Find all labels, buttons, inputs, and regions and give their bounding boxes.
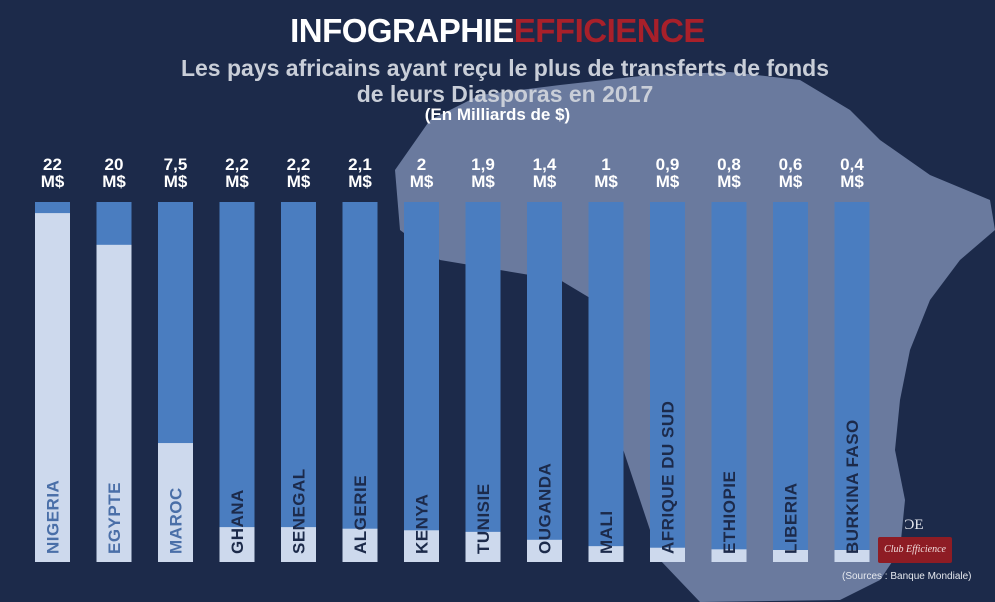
bar-value-label: M$	[840, 172, 864, 191]
bar-track	[650, 202, 685, 562]
bar-value-label: 2,1	[348, 155, 372, 174]
bar	[35, 213, 70, 562]
bar	[465, 531, 501, 562]
bar-track	[588, 202, 624, 562]
subtitle-line-2: de leurs Diasporas en 2017	[356, 81, 654, 107]
category-label: LIBERIA	[782, 483, 801, 555]
bar-value-label: 1,9	[471, 155, 495, 174]
bar-track	[465, 202, 501, 562]
bar-group: 2,2M$ GHANA	[219, 155, 255, 562]
bar	[342, 528, 378, 562]
bar	[834, 550, 870, 562]
bar-value-label: 2,2	[225, 155, 249, 174]
subtitle-line-1: Les pays africains ayant reçu le plus de…	[180, 55, 830, 81]
bar-value-label: 1	[601, 155, 610, 174]
bar-value-label: M$	[410, 172, 434, 191]
bar-group: 0,9M$ AFRIQUE DU SUD	[650, 155, 685, 562]
category-label: GHANA	[228, 489, 247, 554]
bar-value-label: 0,9	[656, 155, 680, 174]
bar-group: 7,5M$ MAROC	[158, 155, 193, 562]
bar-value-label: M$	[102, 172, 126, 191]
bar-value-label: M$	[779, 172, 803, 191]
page-title: INFOGRAPHIEEFFICIENCE	[0, 12, 995, 50]
bar	[588, 546, 624, 562]
bar-group: 1M$ MALI	[588, 155, 624, 562]
bar-track	[219, 202, 255, 562]
bar-value-label: 0,8	[717, 155, 741, 174]
bar	[219, 527, 255, 562]
bar-value-label: M$	[287, 172, 311, 191]
title-infographie: INFOGRAPHIE	[290, 12, 514, 49]
bar-track	[773, 202, 808, 562]
bar-group: 0,6M$ LIBERIA	[773, 155, 808, 562]
bar-value-label: 2	[417, 155, 426, 174]
bar-group: 22M$ NIGERIA	[35, 155, 70, 562]
club-efficience-logo: Club Efficience	[878, 537, 952, 563]
bar-group: 20M$ EGYPTE	[96, 155, 132, 562]
bar	[527, 539, 562, 562]
category-label: SENEGAL	[290, 468, 309, 554]
bar-group: 0,4M$ BURKINA FASO	[834, 155, 870, 562]
bar-value-label: M$	[533, 172, 557, 191]
bar-value-label: M$	[41, 172, 65, 191]
bar-value-label: M$	[656, 172, 680, 191]
bar	[711, 549, 747, 562]
bar-value-label: 20	[105, 155, 124, 174]
title-efficience: EFFICIENCE	[513, 12, 706, 49]
category-label: AFRIQUE DU SUD	[659, 401, 678, 554]
category-label: EGYPTE	[105, 482, 124, 554]
bar-group: 2,2M$ SENEGAL	[281, 155, 316, 562]
bar-value-label: M$	[471, 172, 495, 191]
bar-value-label: 1,4	[533, 155, 557, 174]
category-label: BURKINA FASO	[843, 419, 862, 554]
bar-value-label: 22	[43, 155, 62, 174]
bar-track	[342, 202, 378, 562]
bar-value-label: M$	[225, 172, 249, 191]
category-label: KENYA	[413, 494, 432, 554]
category-label: ETHIOPIE	[720, 471, 739, 554]
bar-track	[711, 202, 747, 562]
category-label: ALGERIE	[351, 475, 370, 554]
category-label: TUNISIE	[474, 483, 493, 554]
bar-value-label: M$	[348, 172, 372, 191]
bar	[281, 527, 316, 562]
bar-value-label: 0,6	[779, 155, 803, 174]
bar	[404, 530, 439, 562]
bar-track	[281, 202, 316, 562]
category-label: NIGERIA	[44, 480, 63, 554]
bar-value-label: 0,4	[840, 155, 864, 174]
bar	[650, 547, 685, 562]
bar-group: 0,8M$ ETHIOPIE	[711, 155, 747, 562]
bar-value-label: 7,5	[164, 155, 188, 174]
bar-value-label: M$	[594, 172, 618, 191]
chart-subtitle: Les pays africains ayant reçu le plus de…	[100, 55, 910, 107]
chart-unit: (En Milliards de $)	[424, 105, 571, 124]
bar-group: 2,1M$ ALGERIE	[342, 155, 378, 562]
bar-group: 1,4M$ OUGANDA	[527, 155, 562, 562]
bar-value-label: M$	[164, 172, 188, 191]
club-efficience-mark-icon: ƆE	[904, 517, 924, 533]
bar	[158, 443, 193, 562]
source-note: (Sources : Banque Mondiale)	[842, 571, 972, 582]
bar-track	[527, 202, 562, 562]
bar-value-label: M$	[717, 172, 741, 191]
category-label: MALI	[597, 510, 616, 554]
bar-value-label: 2,2	[287, 155, 311, 174]
bar	[773, 550, 808, 562]
category-label: MAROC	[167, 487, 186, 554]
bar-track	[834, 202, 870, 562]
bar-group: 1,9M$ TUNISIE	[465, 155, 501, 562]
bar-group: 2M$ KENYA	[404, 155, 439, 562]
bar-track	[404, 202, 439, 562]
category-label: OUGANDA	[536, 463, 555, 554]
bar	[96, 244, 132, 562]
